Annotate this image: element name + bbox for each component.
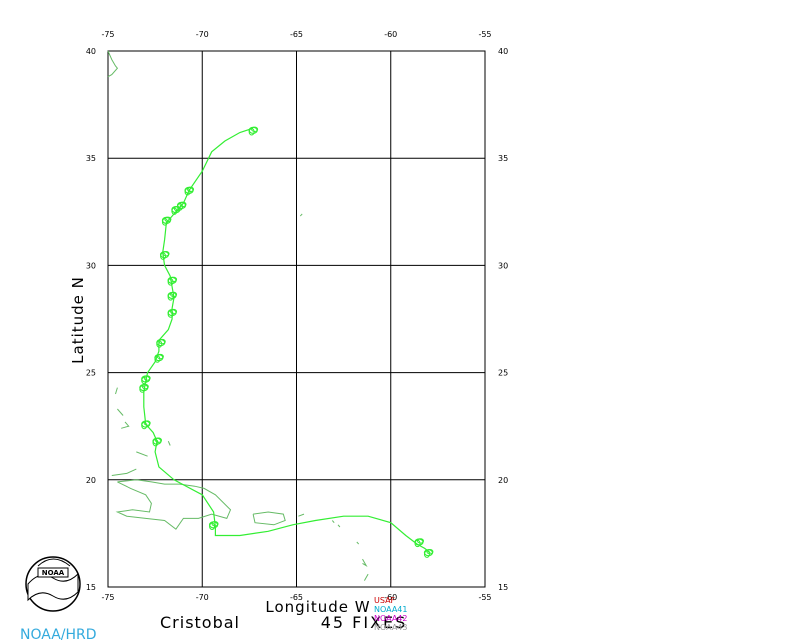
coastline [298,513,305,517]
x-tick-label-bottom: -75 [101,593,114,602]
coastline [362,558,368,567]
x-tick-label-bottom: -70 [196,593,209,602]
fix-marker [156,338,166,348]
x-tick-label-top: -75 [101,30,114,39]
fix-marker [414,538,425,548]
fix-marker [152,437,163,447]
coastline [363,573,369,581]
fix-marker [176,201,187,211]
storm-name: Cristobal [160,613,240,632]
coastline [299,213,303,217]
fix-marker [248,126,259,136]
coastline [337,524,341,528]
fix-marker [167,308,178,318]
x-axis-title: Longitude W [265,598,370,616]
coastline [121,421,130,429]
coastline [356,541,360,545]
fix-marker [184,186,195,196]
y-tick-label-right: 25 [498,369,508,378]
y-tick-label-right: 40 [498,47,508,56]
logo-text: NOAA [42,569,65,577]
fix-marker [141,420,151,430]
x-tick-label-top: -60 [384,30,397,39]
x-tick-label-bottom: -55 [478,593,491,602]
y-tick-label-left: 20 [86,476,96,485]
y-tick-label-left: 25 [86,369,96,378]
x-tick-label-top: -70 [196,30,209,39]
grid-lines [108,51,485,587]
x-tick-label-bottom: -65 [290,593,303,602]
y-axis-title: Latitude N [69,276,87,364]
y-tick-label-right: 30 [498,261,508,270]
y-tick-label-left: 40 [86,47,96,56]
coastline [107,50,119,78]
coastline [331,520,335,524]
coastlines [107,50,369,581]
fix-marker [154,353,164,363]
credit-label: NOAA/HRD [20,627,97,640]
coastline [111,468,137,476]
fix-marker [423,548,434,558]
tick-labels: -75 -75 -70 -70 -65 -65 -60 -60 -55 -55 40 40 35 35 30… [86,30,508,602]
fix-marker [139,383,149,393]
fix-count: 45 FIXES [321,613,408,632]
coastline [252,511,286,526]
coastline [115,387,118,395]
fix-marker [167,276,178,286]
fix-marker [161,216,172,226]
legend-entry: NOAA42 [374,614,408,623]
legend-entry: USAF [374,596,396,605]
y-tick-label-left: 30 [86,261,96,270]
legend-entry: NOAA41 [374,605,408,614]
y-tick-label-right: 20 [498,476,508,485]
fix-marker [208,521,219,531]
storm-track [143,127,431,554]
x-tick-label-bottom: -60 [384,593,397,602]
y-tick-label-right: 35 [498,154,508,163]
legend-entry: NOAA43 [374,623,408,632]
coastline [115,479,232,530]
y-tick-label-left: 35 [86,154,96,163]
storm-track-layer [139,126,434,558]
noaa-logo: NOAA [25,556,81,612]
coastline [117,408,124,416]
x-tick-label-top: -55 [478,30,491,39]
coastline [136,451,148,457]
x-tick-label-top: -65 [290,30,303,39]
y-tick-label-right: 15 [498,583,508,592]
fix-marker [159,250,170,260]
coastline [167,440,171,446]
y-tick-label-left: 15 [86,583,96,592]
fix-marker [167,291,178,301]
fix-marker [141,375,151,385]
